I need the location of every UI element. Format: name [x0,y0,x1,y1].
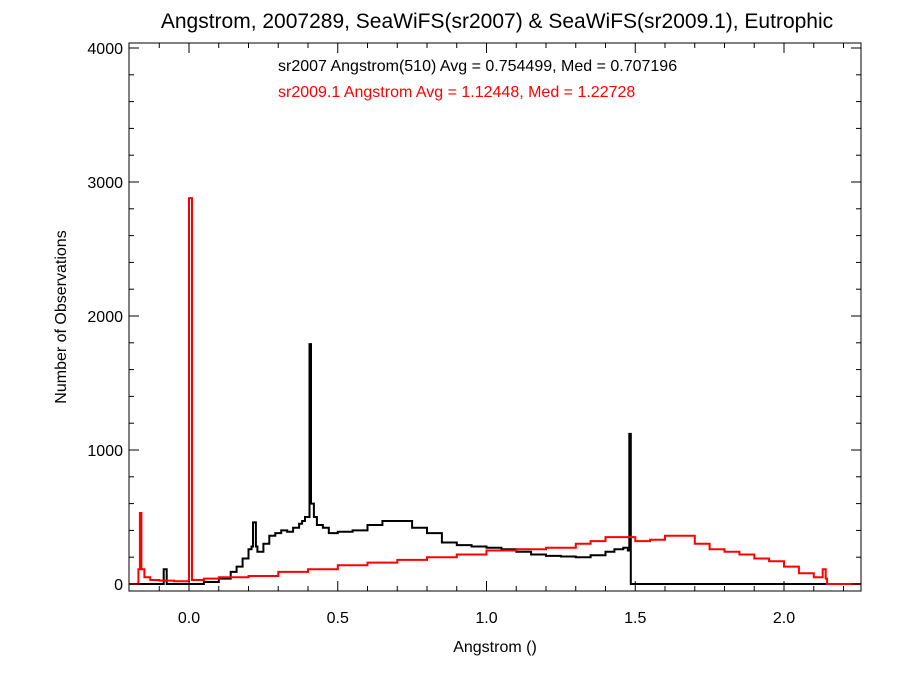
y-tick-label: 2000 [87,309,123,326]
chart-title: Angstrom, 2007289, SeaWiFS(sr2007) & Sea… [161,10,833,33]
y-tick-label: 1000 [87,443,123,460]
x-tick-label: 0.0 [178,610,200,627]
plot-frame [128,42,862,592]
y-tick-label: 4000 [87,41,123,58]
series-line-sr2007 [129,343,861,585]
x-axis: 0.0 0.5 1.0 1.5 2.0 [158,43,844,627]
y-axis-label: Number of Observations [53,230,70,403]
x-tick-label: 2.0 [773,610,795,627]
y-tick-label: 3000 [87,175,123,192]
series-line-sr2009-1 [129,197,861,585]
annotation-sr2009: sr2009.1 Angstrom Avg = 1.12448, Med = 1… [278,84,635,101]
y-tick-label: 0 [114,577,123,594]
x-axis-label: Angstrom () [453,639,537,656]
x-tick-label: 1.5 [624,610,646,627]
plot-series-group [129,197,861,585]
x-tick-label: 0.5 [327,610,349,627]
y-axis: 0 1000 2000 3000 4000 [87,41,861,594]
x-tick-label: 1.0 [475,610,497,627]
annotation-sr2007: sr2007 Angstrom(510) Avg = 0.754499, Med… [278,58,677,75]
